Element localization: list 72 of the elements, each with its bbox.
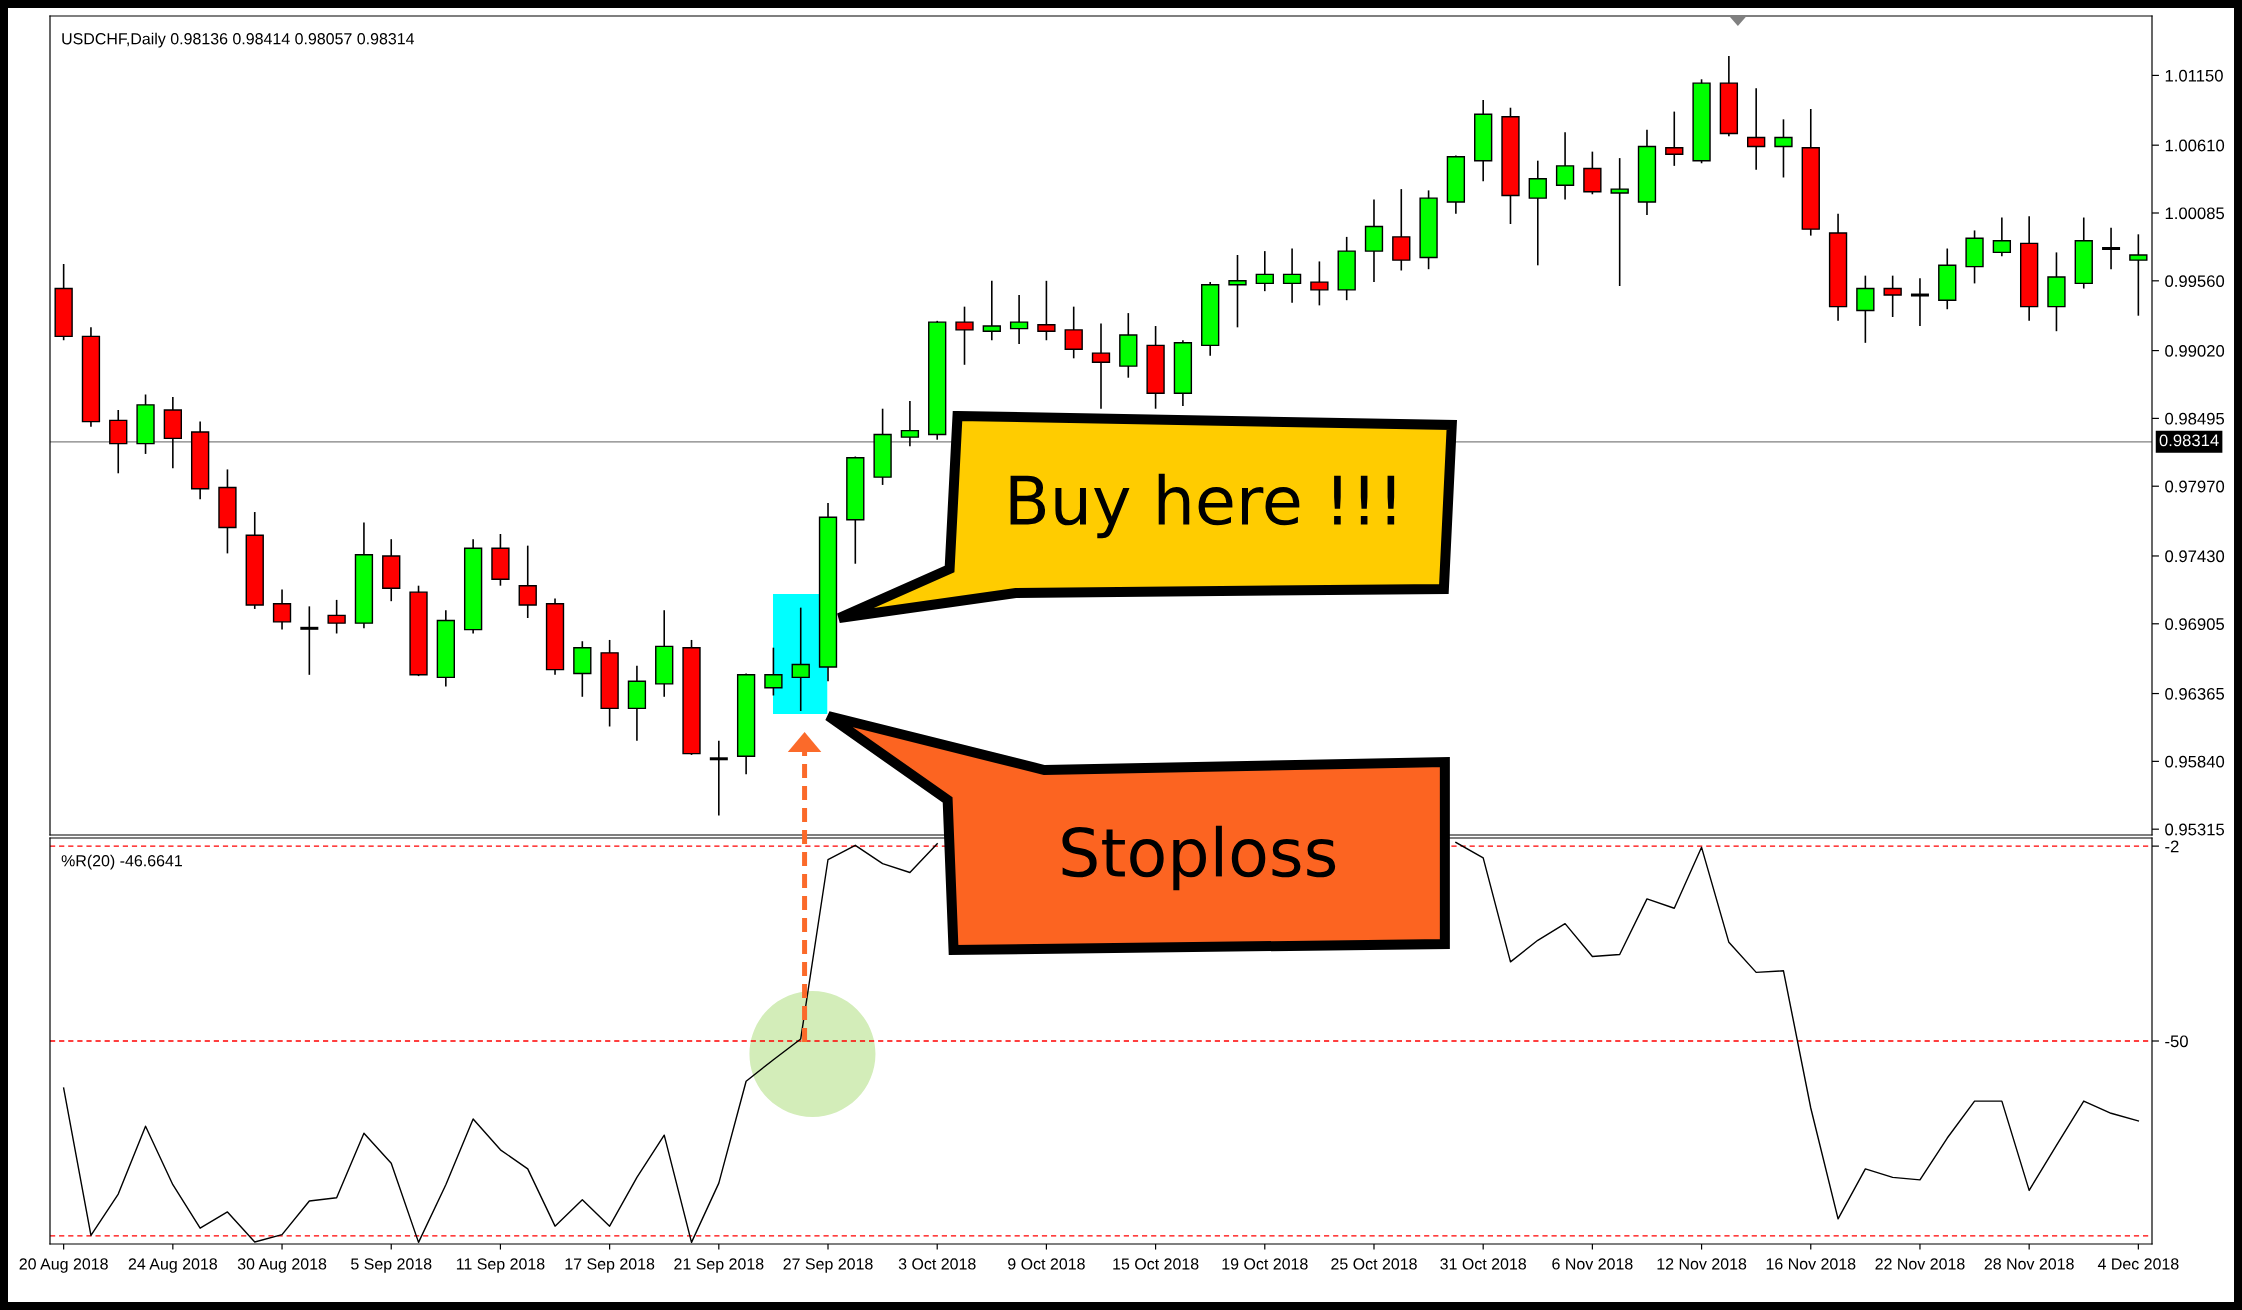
candlestick bbox=[1856, 274, 1875, 344]
y-tick-label: 0.95315 bbox=[2165, 823, 2225, 836]
y-tick-label: 0.97430 bbox=[2165, 550, 2225, 563]
y-tick-label: 1.00085 bbox=[2165, 207, 2225, 220]
x-tick-label: 24 Aug 2018 bbox=[128, 1258, 218, 1273]
x-tick-label: 25 Oct 2018 bbox=[1331, 1258, 1417, 1270]
x-tick-label: 11 Sep 2018 bbox=[456, 1258, 545, 1273]
y-tick-label: 0.96905 bbox=[2165, 618, 2225, 630]
candlestick bbox=[1091, 322, 1111, 410]
annotation: Buy here !!! bbox=[1010, 473, 1395, 539]
y-tick-label: 1.00610 bbox=[2165, 139, 2225, 152]
x-tick-label: 21 Sep 2018 bbox=[674, 1258, 764, 1273]
x-tick-label: 9 Oct 2018 bbox=[1008, 1258, 1085, 1270]
x-tick-label: 27 Sep 2018 bbox=[783, 1258, 873, 1273]
x-tick-label: 12 Nov 2018 bbox=[1657, 1258, 1747, 1270]
x-tick-label: 31 Oct 2018 bbox=[1440, 1258, 1526, 1270]
x-tick-label: 28 Nov 2018 bbox=[1984, 1258, 2074, 1270]
x-tick-label: 19 Oct 2018 bbox=[1222, 1258, 1308, 1270]
candlestick bbox=[982, 280, 1001, 342]
y-tick-label: 0.96365 bbox=[2165, 687, 2225, 700]
candlestick bbox=[518, 544, 537, 619]
y-tick-label: 0.95840 bbox=[2165, 755, 2225, 768]
candlestick bbox=[272, 588, 292, 631]
x-tick-label: 4 Dec 2018 bbox=[2097, 1258, 2179, 1270]
y-tick-label: 0.98495 bbox=[2165, 412, 2225, 425]
candlestick bbox=[109, 409, 128, 475]
annotation: Stoploss bbox=[1062, 825, 1336, 891]
candlestick bbox=[764, 646, 783, 697]
candlestick bbox=[1228, 254, 1247, 329]
candlestick bbox=[1555, 131, 1575, 201]
candlestick bbox=[791, 606, 810, 712]
y-tick-label: 0.99560 bbox=[2165, 275, 2225, 288]
y-tick-label: 0.99020 bbox=[2165, 344, 2225, 357]
x-tick-label: 15 Oct 2018 bbox=[1113, 1258, 1199, 1270]
candlestick bbox=[1774, 118, 1793, 179]
candlestick bbox=[1583, 150, 1602, 196]
x-tick-label: 6 Nov 2018 bbox=[1552, 1258, 1633, 1270]
candlestick bbox=[708, 739, 728, 817]
candlestick bbox=[1392, 188, 1411, 272]
x-tick-label: 20 Aug 2018 bbox=[19, 1258, 108, 1273]
y-tick-label: -50 bbox=[2165, 1035, 2188, 1048]
text: %R(20) -46.6641 bbox=[61, 854, 182, 870]
candlestick bbox=[1037, 280, 1056, 342]
candlestick bbox=[1310, 260, 1329, 307]
x-tick-label: 5 Sep 2018 bbox=[351, 1258, 432, 1273]
candlestick bbox=[1528, 159, 1547, 267]
candlestick bbox=[1064, 305, 1083, 360]
candlestick bbox=[2102, 227, 2122, 270]
candlestick bbox=[1883, 274, 1902, 318]
candlestick bbox=[300, 605, 319, 676]
x-tick-label: 3 Oct 2018 bbox=[898, 1258, 976, 1270]
candlestick bbox=[1665, 110, 1684, 167]
y-tick-label: 1.01150 bbox=[2165, 69, 2223, 82]
x-tick-label: 22 Nov 2018 bbox=[1875, 1258, 1965, 1270]
y-tick-label: -2 bbox=[2165, 840, 2179, 853]
candlestick bbox=[1009, 294, 1029, 345]
candlestick bbox=[2129, 233, 2148, 317]
y-tick-label: 0.97970 bbox=[2165, 480, 2225, 493]
candlestick bbox=[1610, 157, 1629, 287]
x-tick-label: 16 Nov 2018 bbox=[1766, 1258, 1856, 1270]
candlestick bbox=[1747, 87, 1766, 171]
candlestick bbox=[1255, 250, 1274, 292]
x-tick-label: 17 Sep 2018 bbox=[565, 1258, 655, 1273]
candlestick bbox=[1282, 247, 1302, 304]
text: USDCHF,Daily 0.98136 0.98414 0.98057 0.98314 bbox=[62, 32, 415, 48]
candlestick bbox=[1909, 277, 1929, 327]
candlestick bbox=[955, 305, 974, 366]
candlestick bbox=[900, 400, 920, 447]
candlestick bbox=[1992, 216, 2012, 258]
x-tick-label: 30 Aug 2018 bbox=[237, 1258, 327, 1273]
candlestick bbox=[327, 599, 346, 635]
ref-line-label: 0.98314 bbox=[2159, 434, 2219, 447]
